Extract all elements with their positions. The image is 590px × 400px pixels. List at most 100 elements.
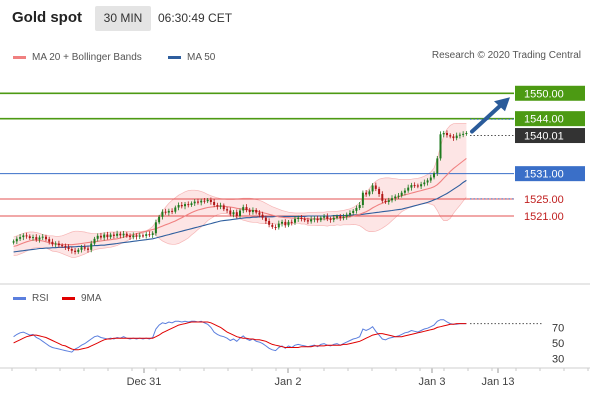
rsi-swatch [13,296,26,300]
candle-body [287,221,290,226]
candle-body [32,237,34,239]
candle-body [455,135,458,139]
candle-body [138,235,141,237]
candle-body [174,207,177,212]
candle-body [306,220,309,222]
candle-body [116,233,119,236]
price-tag-1531.00 [515,166,585,182]
candle-body [90,243,93,250]
candle-body [323,216,326,218]
candle-body [384,200,387,202]
candle-body [336,216,338,218]
candle-body [397,195,400,197]
candle-body [190,203,193,205]
rsi-tick-50: 50 [552,338,564,350]
candle-body [135,235,138,237]
candle-body [38,237,41,240]
legend-label-rsi: RSI [32,292,49,304]
candle-body [352,210,355,213]
candle-body [416,185,419,187]
x-tick-label: Jan 2 [275,376,302,388]
candle-body [15,238,18,242]
candle-body [400,192,403,196]
candle-body [413,185,416,187]
price-tag-text-1531.00: 1531.00 [524,169,564,181]
timeframe-button[interactable]: 30 MIN [95,6,151,31]
candle-body [216,205,219,207]
price-tag-1550.00 [515,85,585,101]
forecast-arrow-layer [470,97,510,134]
forecast-arrow-head [494,97,510,112]
candle-body [232,212,235,215]
candle-body [446,133,448,136]
candle-body [57,243,60,246]
candle-body [70,249,73,251]
candle-body [329,218,332,220]
candle-body [229,210,232,215]
candle-body [264,217,267,222]
candle-body [349,213,351,215]
ma20-swatch [13,55,26,59]
candle-body [154,222,157,234]
candle-body [284,221,287,226]
rsi-line [13,319,467,353]
candle-body [129,235,131,238]
candle-body [61,245,64,247]
candle-body [99,235,102,238]
candle-body [41,236,44,238]
candle-body [87,248,89,250]
candle-body [25,235,28,237]
candle-body [19,237,22,239]
ma50-swatch [168,55,181,59]
candle-body [203,200,206,202]
candle-body [83,247,86,249]
legend-item-rsi: RSI [13,291,49,305]
candle-body [161,211,164,217]
candle-body [381,194,384,201]
price-legend: MA 20 + Bollinger Bands MA 50 Research ©… [0,50,590,66]
candle-body [64,246,67,248]
candle-body [251,210,254,213]
candle-body [51,241,54,245]
candle-body [316,218,319,221]
legend-label-9ma: 9MA [81,292,102,304]
bollinger-band-layer [13,122,467,258]
price-tag-text-1550.00: 1550.00 [524,88,564,100]
candlesticks-layer [12,130,468,255]
candle-body [274,227,277,228]
candle-body [200,200,203,203]
candle-body [358,205,361,208]
candle-body [158,216,161,223]
candle-body [345,214,348,217]
candle-body [410,185,413,188]
candle-body [294,218,296,223]
candle-body [22,235,25,238]
ma50-line [13,179,467,253]
rsi-legend: RSI 9MA [0,291,300,305]
chart-title: Gold spot [12,9,82,26]
candle-body [407,187,410,191]
candle-body [339,216,342,219]
candle-body [193,201,196,204]
candle-body [426,180,429,183]
candle-body [12,241,15,243]
candle-body [96,235,99,239]
candle-body [271,224,274,227]
candle-body [112,234,115,236]
price-tag-1540.01 [515,128,585,144]
candle-body [54,243,57,245]
candle-body [436,158,439,174]
candle-body [368,191,371,195]
candle-body [387,200,390,202]
candle-body [268,221,271,225]
candle-body [452,136,455,139]
candle-body [394,196,397,199]
candle-body [184,204,186,207]
x-tick-label: Jan 3 [419,376,446,388]
legend-label-ma50: MA 50 [187,51,216,63]
candle-body [342,216,345,219]
price-tags-layer: 1550.00 1544.00 1540.01 1531.00 1525.00 1521.… [515,85,585,223]
candle-body [109,234,112,238]
candle-body [145,234,148,236]
